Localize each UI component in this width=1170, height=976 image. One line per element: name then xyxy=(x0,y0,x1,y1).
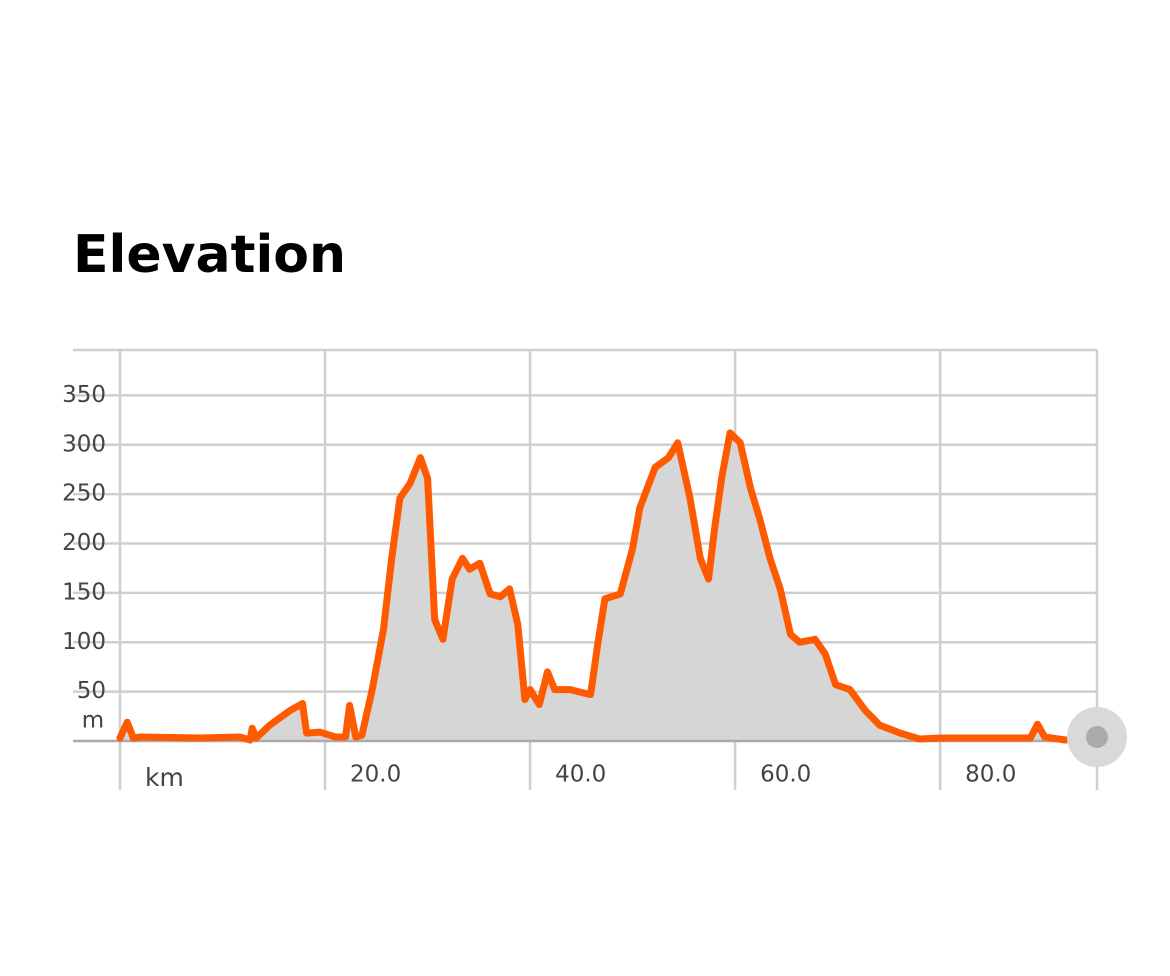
x-tick-label: 40.0 xyxy=(555,762,606,788)
y-tick-label: 200 xyxy=(62,530,106,556)
elevation-line xyxy=(116,429,1101,744)
y-unit: m xyxy=(82,708,104,734)
x-tick-label: 60.0 xyxy=(760,762,811,788)
y-tick-label: 150 xyxy=(62,579,106,605)
area xyxy=(120,432,1097,741)
y-tick-label: 100 xyxy=(62,629,106,655)
x-tick-label: 20.0 xyxy=(350,762,401,788)
y-tick-label: 50 xyxy=(77,678,106,704)
scrub-handle[interactable] xyxy=(1086,726,1108,748)
chart-title: Elevation xyxy=(73,225,346,285)
y-tick-label: 350 xyxy=(62,382,106,408)
y-tick-label: 250 xyxy=(62,481,106,507)
y-tick-label: 300 xyxy=(62,431,106,457)
x-unit: km xyxy=(145,763,184,792)
x-tick-label: 80.0 xyxy=(965,762,1016,788)
